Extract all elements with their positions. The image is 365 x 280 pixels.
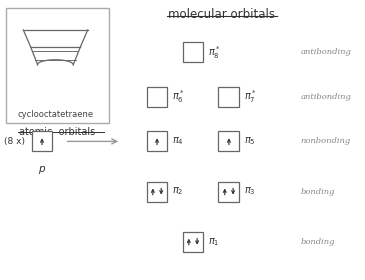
Text: $\pi_4$: $\pi_4$ [172,136,184,147]
Text: $\pi_2$: $\pi_2$ [172,186,183,197]
Bar [219,181,239,202]
Text: molecular orbitals: molecular orbitals [168,8,275,21]
Bar [219,87,239,107]
Text: cyclooctatetraene: cyclooctatetraene [17,110,93,119]
Bar [6,8,108,123]
Text: nonbonding: nonbonding [301,137,351,145]
Text: bonding: bonding [301,188,335,195]
Text: atomic  orbitals: atomic orbitals [19,127,96,137]
Bar [219,131,239,151]
Bar [182,42,203,62]
Text: $\pi_6^*$: $\pi_6^*$ [172,88,185,105]
Bar [147,181,168,202]
Bar [147,131,168,151]
Text: $\pi_3$: $\pi_3$ [244,186,255,197]
Bar [182,232,203,252]
Text: (8 x): (8 x) [4,137,24,146]
Text: antibonding: antibonding [301,48,351,56]
Text: $\pi_5$: $\pi_5$ [244,136,255,147]
Text: $\pi_1$: $\pi_1$ [208,236,219,248]
Bar [32,131,53,151]
Text: $\pi_7^*$: $\pi_7^*$ [244,88,257,105]
Text: $\pi_8^*$: $\pi_8^*$ [208,44,220,61]
Text: antibonding: antibonding [301,93,351,101]
Bar [147,87,168,107]
Text: $p$: $p$ [38,164,46,176]
Text: bonding: bonding [301,238,335,246]
